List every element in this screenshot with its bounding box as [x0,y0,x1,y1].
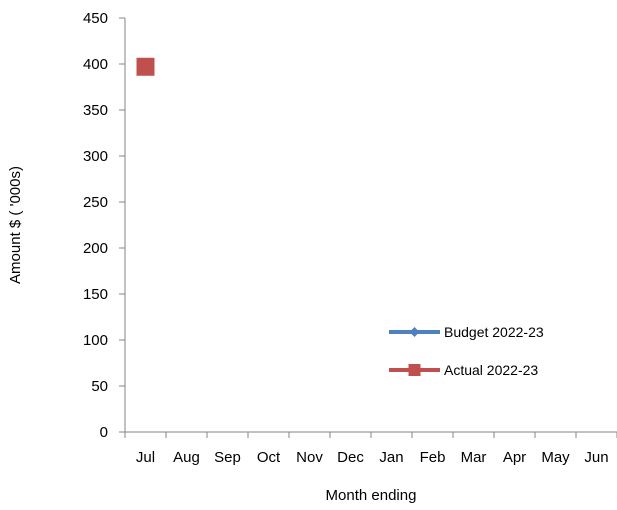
x-tick-label: May [541,449,570,466]
y-tick-label: 400 [83,56,108,73]
x-axis-title: Month ending [326,487,417,504]
y-axis-ticks: 0 50 100 150 200 250 300 350 400 450 [83,10,125,441]
legend-item: Budget 2022-23 [389,324,544,340]
legend-label: Actual 2022-23 [444,362,538,378]
y-tick-label: 100 [83,332,108,349]
x-tick-label: Feb [420,449,446,466]
legend-item: Actual 2022-23 [389,362,538,378]
y-tick-label: 350 [83,102,108,119]
y-tick-label: 200 [83,240,108,257]
series-1 [136,57,155,76]
y-tick-label: 0 [100,424,108,441]
x-tick-label: Oct [257,449,281,466]
x-tick-label: Jul [136,449,155,466]
x-tick-label: Sep [214,449,241,466]
legend-marker [409,327,420,337]
data-point [136,57,155,76]
x-axis-ticks: Jul Aug Sep Oct Nov Dec Jan Feb Mar Apr May Jun [124,432,617,466]
y-tick-label: 300 [83,148,108,165]
x-tick-label: Nov [296,449,323,466]
x-tick-label: Jan [379,449,403,466]
legend-label: Budget 2022-23 [444,324,544,340]
x-tick-label: Dec [337,449,364,466]
x-tick-label: Apr [503,449,526,466]
x-tick-label: Mar [461,449,487,466]
y-tick-label: 450 [83,10,108,27]
y-tick-label: 250 [83,194,108,211]
y-tick-label: 50 [91,378,108,395]
y-axis-title: Amount $ ( '000s) [7,166,24,284]
plot-area: 0 50 100 150 200 250 300 350 400 450 Jul Aug Sep Oct… [83,10,617,466]
legend: Budget 2022-23 Actual 2022-23 [389,324,544,378]
y-tick-label: 150 [83,286,108,303]
x-tick-label: Aug [173,449,200,466]
series-layer [136,57,155,76]
x-tick-label: Jun [584,449,608,466]
legend-marker [408,364,421,376]
